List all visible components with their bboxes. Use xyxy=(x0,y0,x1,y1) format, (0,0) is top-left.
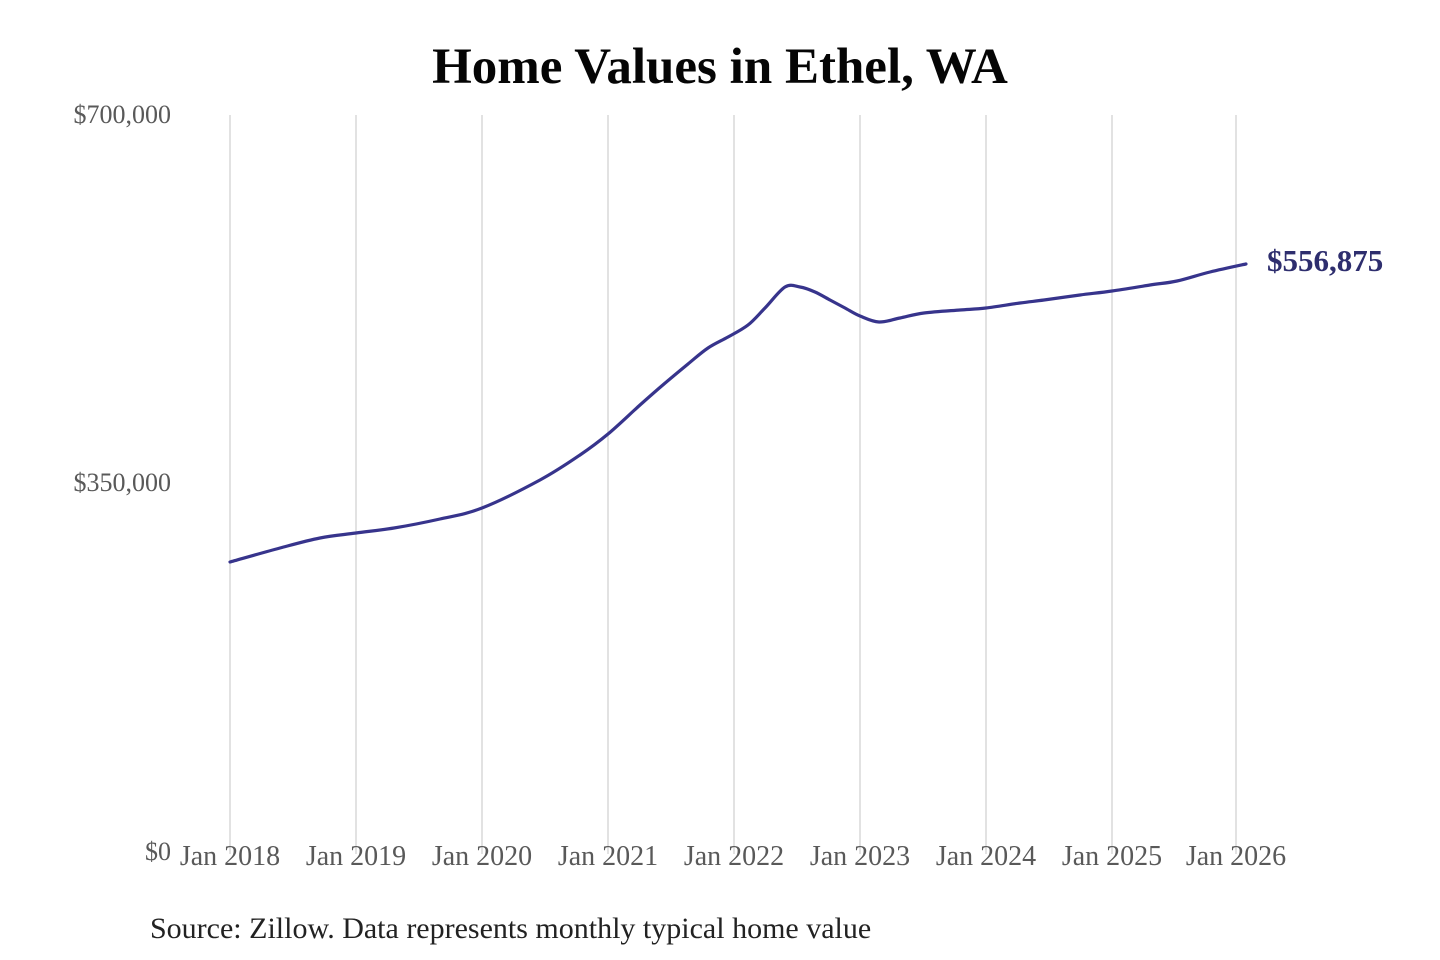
svg-text:Jan 2022: Jan 2022 xyxy=(684,841,784,872)
svg-text:Jan 2023: Jan 2023 xyxy=(810,841,910,872)
svg-text:Jan 2026: Jan 2026 xyxy=(1186,841,1286,872)
svg-text:Jan 2020: Jan 2020 xyxy=(432,841,532,872)
svg-text:Jan 2024: Jan 2024 xyxy=(936,841,1036,872)
svg-text:$350,000: $350,000 xyxy=(74,468,172,497)
svg-text:Jan 2021: Jan 2021 xyxy=(558,841,658,872)
svg-text:$556,875: $556,875 xyxy=(1267,243,1383,278)
svg-text:Jan 2018: Jan 2018 xyxy=(180,841,280,872)
svg-text:$0: $0 xyxy=(145,837,171,866)
svg-text:$700,000: $700,000 xyxy=(74,100,172,129)
svg-text:Jan 2019: Jan 2019 xyxy=(306,841,406,872)
svg-text:Jan 2025: Jan 2025 xyxy=(1062,841,1162,872)
